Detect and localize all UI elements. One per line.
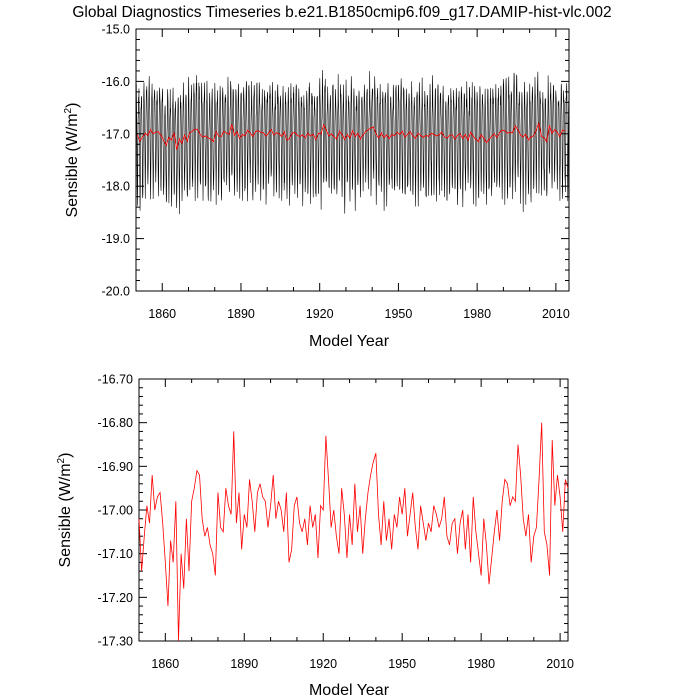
top-y-tick-label: -20.0: [102, 285, 131, 299]
figure-title: Global Diagnostics Timeseries b.e21.B185…: [72, 4, 611, 21]
bottom-y-tick-label: -17.20: [98, 591, 133, 605]
bottom-annual-line: [138, 422, 569, 642]
bottom-chart: -16.70 -16.80 -16.90 -17.00 -17.10 -17.20 -17.…: [56, 373, 574, 700]
top-annual-line: [136, 121, 566, 150]
top-x-tick-label: 2010: [542, 307, 570, 321]
top-y-tick-label: -17.0: [102, 127, 131, 141]
bottom-x-tick-label: 1920: [309, 657, 337, 671]
bottom-x-tick-label: 1950: [388, 657, 416, 671]
top-chart: -15.0-16.0-17.0-18.0-19.0-20.0 1860 1890 1…: [63, 23, 570, 351]
bottom-y-tick-label: -17.30: [98, 635, 133, 649]
top-y-tick-label: -18.0: [102, 180, 131, 194]
bottom-y-ticks: -16.70 -16.80 -16.90 -17.00 -17.10 -17.20 -17.…: [98, 373, 568, 649]
bottom-y-tick-label: -16.80: [98, 416, 133, 430]
top-y-tick-label: -19.0: [102, 232, 131, 246]
top-x-tick-label: 1920: [306, 307, 334, 321]
top-x-tick-label: 1890: [227, 307, 255, 321]
top-x-ticks: 1860 1890 1920 1950 1980 2010: [135, 29, 570, 321]
bottom-x-tick-label: 1980: [467, 657, 495, 671]
bottom-y-axis-label: Sensible (W/m2): [56, 453, 74, 568]
top-annual-mean-line: [136, 121, 566, 150]
bottom-y-tick-label: -17.00: [98, 504, 133, 518]
top-y-tick-label: -15.0: [102, 23, 131, 37]
bottom-y-tick-label: -16.90: [98, 460, 133, 474]
top-y-axis-label: Sensible (W/m2): [63, 103, 81, 218]
bottom-y-tick-label: -16.70: [98, 373, 133, 387]
top-x-tick-label: 1860: [148, 307, 176, 321]
top-y-tick-label: -16.0: [102, 75, 131, 89]
top-monthly-series-line: [135, 70, 570, 215]
bottom-x-tick-label: 1860: [151, 657, 179, 671]
bottom-x-tick-label: 2010: [546, 657, 574, 671]
bottom-x-ticks: 1860 1890 1920 1950 1980 2010: [138, 379, 574, 671]
top-x-tick-label: 1950: [385, 307, 413, 321]
bottom-x-tick-label: 1890: [230, 657, 258, 671]
bottom-y-tick-label: -17.10: [98, 547, 133, 561]
top-monthly-line: [135, 70, 570, 215]
top-x-axis-label: Model Year: [309, 333, 390, 350]
bottom-x-axis-label: Model Year: [309, 682, 390, 699]
top-plot-frame: [135, 28, 570, 292]
bottom-annual-mean-line: [138, 422, 569, 642]
top-x-tick-label: 1980: [463, 307, 491, 321]
